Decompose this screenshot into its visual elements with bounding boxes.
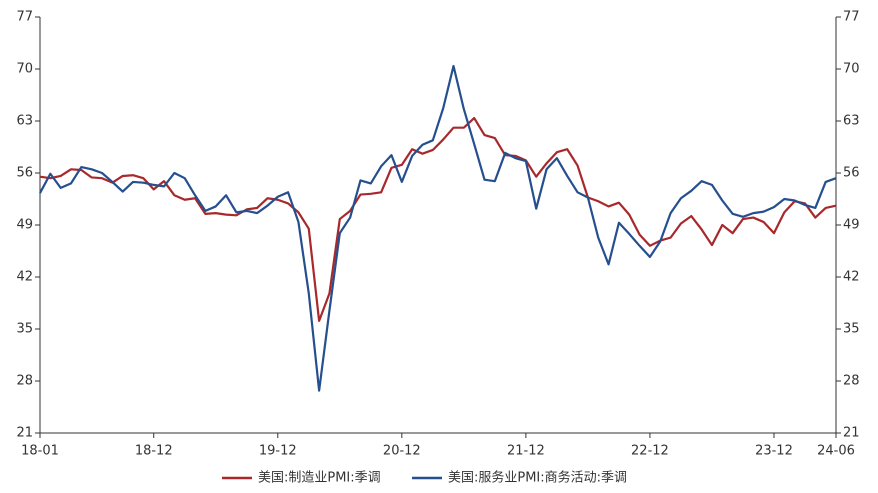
y-tick-label: 49 bbox=[16, 218, 33, 233]
series-line bbox=[39, 64, 837, 392]
x-tick-label: 21-12 bbox=[507, 444, 545, 459]
x-tick-label: 18-12 bbox=[135, 444, 173, 459]
legend-label: 美国:服务业PMI:商务活动:季调 bbox=[448, 470, 627, 486]
x-tick-label: 23-12 bbox=[755, 444, 793, 459]
legend-label: 美国:制造业PMI:季调 bbox=[258, 471, 381, 486]
y2-tick-label: 42 bbox=[843, 270, 860, 285]
y2-tick-label: 70 bbox=[843, 62, 860, 77]
x-tick-label: 19-12 bbox=[259, 444, 297, 459]
y2-tick-label: 49 bbox=[843, 218, 860, 233]
x-tick-label: 22-12 bbox=[631, 444, 669, 459]
y-tick-label: 42 bbox=[16, 270, 33, 285]
y-tick-label: 63 bbox=[16, 114, 33, 129]
x-tick-label: 24-06 bbox=[817, 444, 855, 459]
y-tick-label: 77 bbox=[16, 10, 33, 25]
y2-tick-label: 63 bbox=[843, 114, 860, 129]
y-tick-label: 35 bbox=[16, 322, 33, 337]
x-tick-label: 18-01 bbox=[21, 444, 59, 459]
y-tick-label: 21 bbox=[16, 426, 33, 441]
y2-tick-label: 35 bbox=[843, 322, 860, 337]
y2-tick-label: 56 bbox=[843, 166, 860, 181]
y2-tick-label: 77 bbox=[843, 10, 860, 25]
y-tick-label: 70 bbox=[16, 62, 33, 77]
y-tick-label: 56 bbox=[16, 166, 33, 181]
x-tick-label: 20-12 bbox=[383, 444, 421, 459]
y2-tick-label: 28 bbox=[843, 374, 860, 389]
y2-tick-label: 21 bbox=[843, 426, 860, 441]
series-line bbox=[39, 116, 837, 322]
y-tick-label: 28 bbox=[16, 374, 33, 389]
